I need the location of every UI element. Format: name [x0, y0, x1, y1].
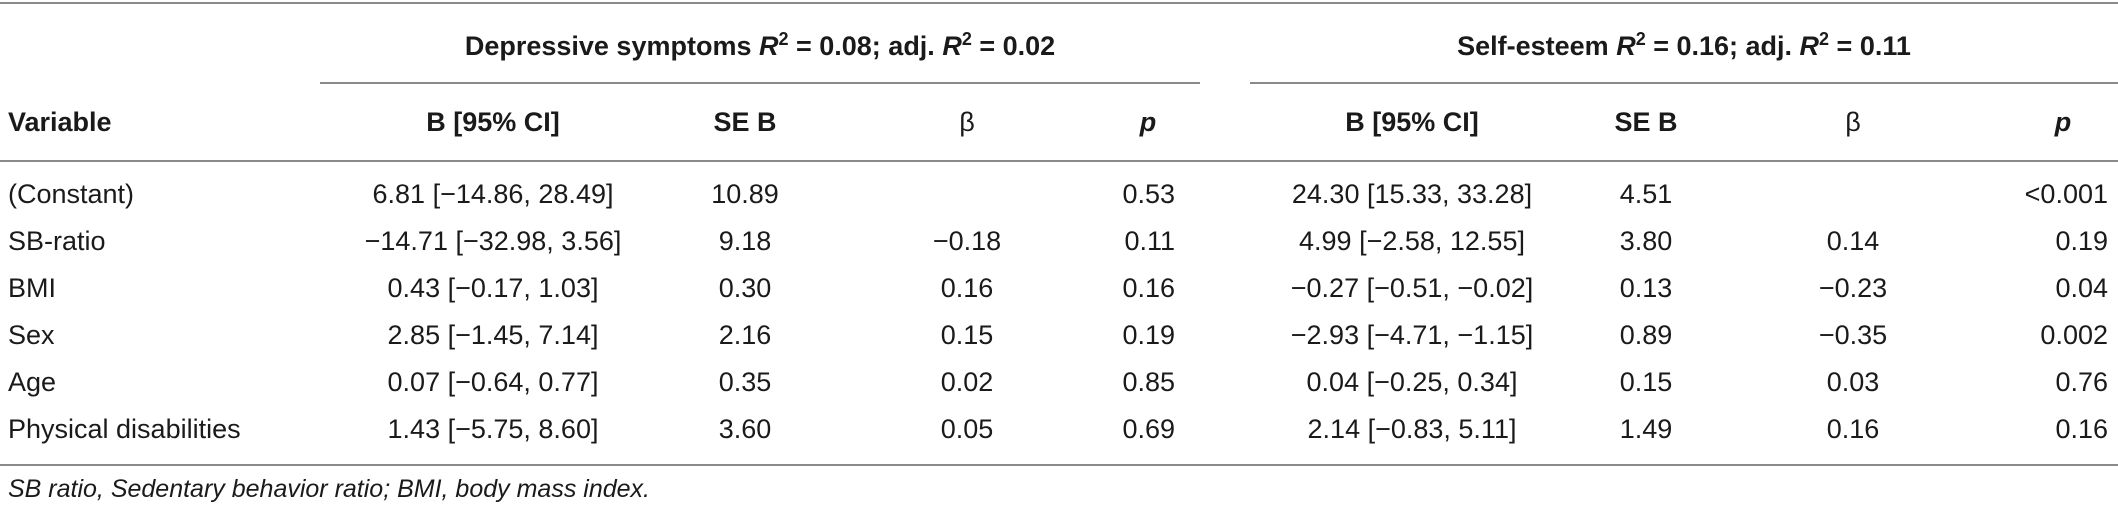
cell-d-p: 0.16: [1122, 273, 1175, 303]
cell-s-se-b: 3.80: [1619, 226, 1673, 256]
cell-s-se-b: 0.15: [1619, 367, 1673, 397]
cell-s-b-ci: 0.04 [−0.25, 0.34]: [1306, 367, 1518, 397]
cell-d-beta: 0.02: [940, 367, 994, 397]
col-header-d-b-ci: B [95% CI]: [426, 107, 560, 137]
cell-variable: Sex: [8, 320, 55, 350]
cell-d-se-b: 10.89: [711, 179, 779, 209]
cell-d-beta: 0.15: [940, 320, 994, 350]
cell-d-beta: 0.05: [940, 414, 994, 444]
r2-superscript: 2: [778, 29, 789, 49]
col-header-variable: Variable: [8, 107, 112, 137]
cell-s-se-b: 4.51: [1619, 179, 1673, 209]
cell-d-p: 0.85: [1122, 367, 1175, 397]
cell-s-b-ci: 2.14 [−0.83, 5.11]: [1307, 414, 1517, 444]
adj-r2-value: = 0.02: [971, 31, 1056, 61]
cell-s-p: 0.04: [2055, 273, 2108, 303]
cell-d-b-ci: 1.43 [−5.75, 8.60]: [387, 414, 599, 444]
cell-s-beta: 0.03: [1826, 367, 1880, 397]
cell-s-b-ci: −2.93 [−4.71, −1.15]: [1290, 320, 1534, 350]
r2-symbol: R: [758, 31, 779, 61]
cell-variable: SB-ratio: [8, 226, 106, 256]
group-rule-self-esteem: [1250, 82, 2118, 84]
cell-s-p: 0.19: [2055, 226, 2108, 256]
cell-s-p: 0.76: [2055, 367, 2108, 397]
adj-r2-superscript: 2: [1819, 29, 1830, 49]
cell-d-p: 0.11: [1124, 226, 1175, 256]
group-header-self-esteem: Self-esteem R2 = 0.16; adj. R2 = 0.11: [1250, 23, 2118, 62]
cell-s-beta: 0.16: [1826, 414, 1880, 444]
group-header-depressive: Depressive symptoms R2 = 0.08; adj. R2 =…: [320, 23, 1200, 62]
cell-d-p: 0.19: [1122, 320, 1175, 350]
header-rule: [0, 160, 2118, 162]
cell-d-b-ci: 0.07 [−0.64, 0.77]: [387, 367, 599, 397]
top-rule: [0, 2, 2118, 4]
cell-d-b-ci: −14.71 [−32.98, 3.56]: [364, 226, 622, 256]
cell-d-b-ci: 6.81 [−14.86, 28.49]: [372, 179, 614, 209]
cell-d-se-b: 0.35: [718, 367, 772, 397]
cell-s-beta: 0.14: [1826, 226, 1880, 256]
cell-variable: Physical disabilities: [8, 414, 241, 444]
cell-variable: BMI: [8, 273, 57, 303]
cell-s-se-b: 1.49: [1619, 414, 1673, 444]
bottom-rule: [0, 464, 2118, 466]
group-rule-depressive: [320, 82, 1200, 84]
col-header-s-b-ci: B [95% CI]: [1345, 107, 1479, 137]
cell-variable: Age: [8, 367, 57, 397]
adj-r2-superscript: 2: [961, 29, 972, 49]
col-header-d-p: p: [1139, 107, 1157, 137]
cell-d-se-b: 0.30: [718, 273, 772, 303]
cell-d-p: 0.53: [1122, 179, 1175, 209]
cell-d-se-b: 3.60: [718, 414, 772, 444]
col-header-s-p: p: [2054, 107, 2072, 137]
cell-s-beta: −0.35: [1818, 320, 1888, 350]
col-header-d-beta: β: [959, 107, 975, 137]
cell-d-b-ci: 2.85 [−1.45, 7.14]: [387, 320, 599, 350]
adj-r2-value: = 0.11: [1829, 31, 1911, 61]
cell-s-b-ci: −0.27 [−0.51, −0.02]: [1290, 273, 1534, 303]
cell-s-p: 0.002: [2040, 320, 2108, 350]
r2-value: = 0.16; adj.: [1645, 31, 1800, 61]
cell-d-se-b: 9.18: [718, 226, 772, 256]
cell-d-beta: 0.16: [940, 273, 994, 303]
col-header-d-se-b: SE B: [713, 107, 777, 137]
r2-value: = 0.08; adj.: [788, 31, 943, 61]
cell-s-beta: −0.23: [1818, 273, 1888, 303]
group-label: Depressive symptoms: [464, 31, 759, 61]
footnote: SB ratio, Sedentary behavior ratio; BMI,…: [8, 475, 650, 503]
cell-s-se-b: 0.13: [1619, 273, 1673, 303]
group-label: Self-esteem: [1457, 31, 1617, 61]
cell-s-se-b: 0.89: [1619, 320, 1673, 350]
r2-superscript: 2: [1635, 29, 1646, 49]
cell-s-p: 0.16: [2055, 414, 2108, 444]
col-header-s-beta: β: [1845, 107, 1861, 137]
cell-s-b-ci: 24.30 [15.33, 33.28]: [1291, 179, 1533, 209]
cell-s-p: <0.001: [2024, 179, 2108, 209]
adj-r2-symbol: R: [942, 31, 962, 61]
cell-d-beta: −0.18: [932, 226, 1002, 256]
cell-s-b-ci: 4.99 [−2.58, 12.55]: [1299, 226, 1525, 256]
cell-d-p: 0.69: [1122, 414, 1175, 444]
cell-d-se-b: 2.16: [718, 320, 772, 350]
cell-d-b-ci: 0.43 [−0.17, 1.03]: [387, 273, 599, 303]
r2-symbol: R: [1616, 31, 1636, 61]
adj-r2-symbol: R: [1799, 31, 1820, 61]
cell-variable: (Constant): [8, 179, 135, 209]
col-header-s-se-b: SE B: [1614, 107, 1678, 137]
